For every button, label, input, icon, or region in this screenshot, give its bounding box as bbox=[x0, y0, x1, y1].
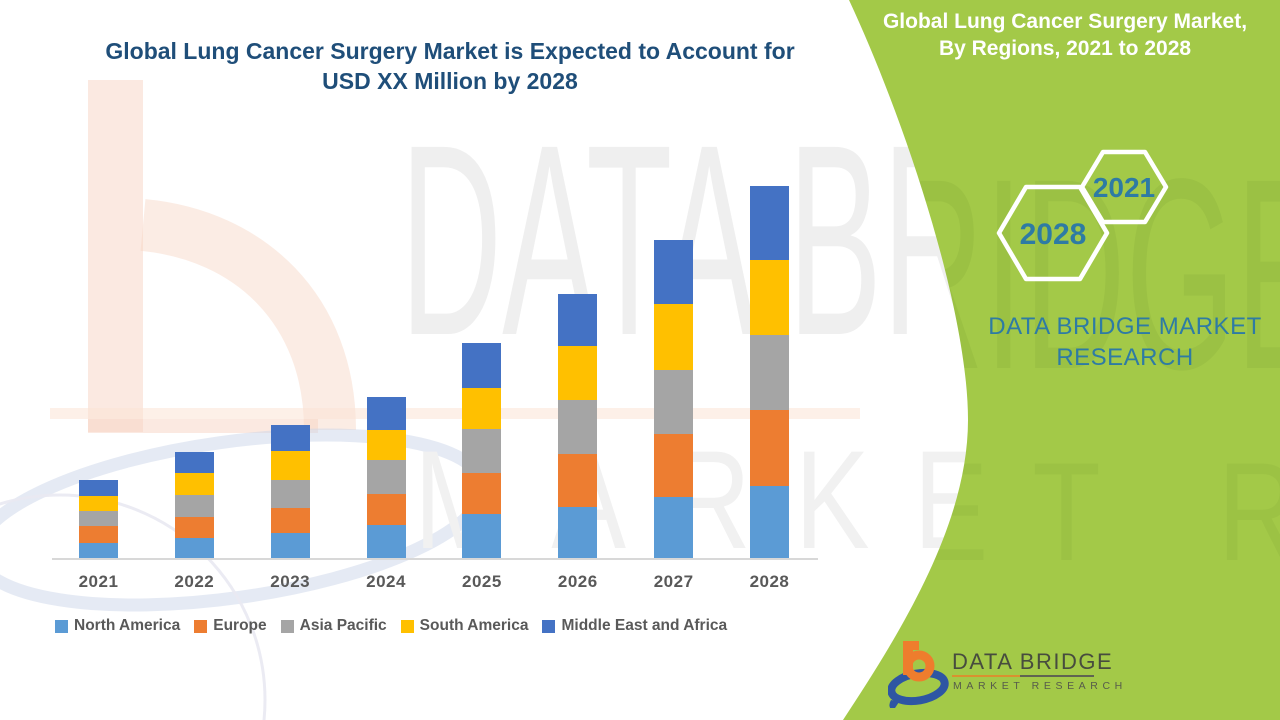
bar-segment-2023-south-america bbox=[270, 451, 310, 480]
bar-segment-2021-south-america bbox=[79, 496, 118, 511]
legend-item-north-america: North America bbox=[55, 617, 180, 635]
bar-segment-2024-middle-east-and-africa bbox=[366, 397, 406, 430]
bar-segment-2023-asia-pacific bbox=[270, 480, 310, 508]
bar-segment-2022-north-america bbox=[174, 538, 214, 559]
x-axis-label-2026: 2026 bbox=[557, 572, 598, 591]
bar-segment-2025-europe bbox=[462, 473, 502, 514]
x-axis-label-2028: 2028 bbox=[749, 572, 790, 591]
legend-item-south-america: South America bbox=[400, 617, 529, 635]
bar-segment-2025-south-america bbox=[462, 388, 502, 429]
bar-segment-2025-asia-pacific bbox=[462, 429, 502, 473]
bar-segment-2027-south-america bbox=[654, 304, 694, 370]
legend-item-asia-pacific: Asia Pacific bbox=[280, 617, 387, 635]
bar-segment-2028-asia-pacific bbox=[749, 335, 789, 410]
bar-segment-2022-south-america bbox=[174, 473, 214, 495]
bar-segment-2024-south-america bbox=[366, 430, 406, 460]
bar-segment-2024-north-america bbox=[366, 525, 406, 559]
x-axis-label-2022: 2022 bbox=[174, 572, 215, 591]
bar-segment-2028-middle-east-and-africa bbox=[749, 186, 789, 260]
bar-segment-2021-europe bbox=[79, 526, 118, 543]
bar-segment-2026-europe bbox=[558, 454, 598, 507]
bar-segment-2026-middle-east-and-africa bbox=[558, 294, 598, 346]
legend-item-europe: Europe bbox=[194, 617, 267, 635]
chart-title-line1: Global Lung Cancer Surgery Market is Exp… bbox=[105, 38, 795, 64]
legend-swatch bbox=[194, 619, 208, 633]
bar-segment-2026-south-america bbox=[558, 346, 598, 400]
bar-segment-2025-middle-east-and-africa bbox=[462, 343, 502, 388]
x-axis-line bbox=[52, 558, 818, 560]
legend-label: South America bbox=[419, 617, 529, 634]
bar-segment-2021-asia-pacific bbox=[79, 511, 118, 526]
bar-segment-2026-asia-pacific bbox=[558, 400, 598, 454]
bar-segment-2028-south-america bbox=[749, 260, 789, 335]
x-axis-label-2021: 2021 bbox=[78, 572, 119, 591]
legend-swatch bbox=[55, 619, 68, 633]
bar-segment-2027-europe bbox=[654, 434, 694, 497]
legend-item-middle-east-and-africa: Middle East and Africa bbox=[542, 617, 727, 635]
bar-segment-2023-north-america bbox=[270, 533, 310, 559]
bar-segment-2025-north-america bbox=[462, 514, 502, 559]
chart-title-line2: USD XX Million by 2028 bbox=[322, 68, 578, 94]
x-axis-label-2025: 2025 bbox=[462, 572, 502, 591]
chart-legend: North America Europe Asia Pacific South Ame… bbox=[55, 617, 727, 635]
bar-segment-2028-north-america bbox=[749, 486, 789, 559]
x-axis-label-2027: 2027 bbox=[653, 572, 694, 591]
bar-segment-2023-europe bbox=[270, 508, 310, 533]
bar-segment-2028-europe bbox=[749, 410, 789, 486]
bar-segment-2027-middle-east-and-africa bbox=[654, 240, 694, 304]
legend-label: Europe bbox=[213, 617, 267, 634]
bar-segment-2022-europe bbox=[174, 517, 214, 538]
x-axis-label-2023: 2023 bbox=[270, 572, 311, 591]
bar-segment-2024-asia-pacific bbox=[366, 460, 406, 494]
x-axis-label-2024: 2024 bbox=[366, 572, 406, 591]
legend-label: Asia Pacific bbox=[299, 617, 387, 634]
legend-swatch bbox=[400, 619, 414, 633]
legend-label: North America bbox=[74, 617, 181, 634]
bar-segment-2022-asia-pacific bbox=[174, 495, 214, 517]
legend-swatch bbox=[542, 619, 556, 633]
bar-segment-2023-middle-east-and-africa bbox=[270, 425, 310, 451]
bar-segment-2024-europe bbox=[366, 494, 406, 525]
bar-segment-2022-middle-east-and-africa bbox=[174, 452, 214, 473]
chart-title: Global Lung Cancer Surgery Market is Exp… bbox=[60, 36, 840, 96]
legend-label: Middle East and Africa bbox=[561, 617, 728, 634]
bar-segment-2027-asia-pacific bbox=[654, 370, 694, 434]
bar-segment-2026-north-america bbox=[558, 507, 598, 559]
bar-segment-2027-north-america bbox=[654, 497, 694, 559]
bar-segment-2021-middle-east-and-africa bbox=[79, 480, 118, 496]
legend-swatch bbox=[280, 619, 294, 633]
bar-segment-2021-north-america bbox=[79, 543, 118, 559]
